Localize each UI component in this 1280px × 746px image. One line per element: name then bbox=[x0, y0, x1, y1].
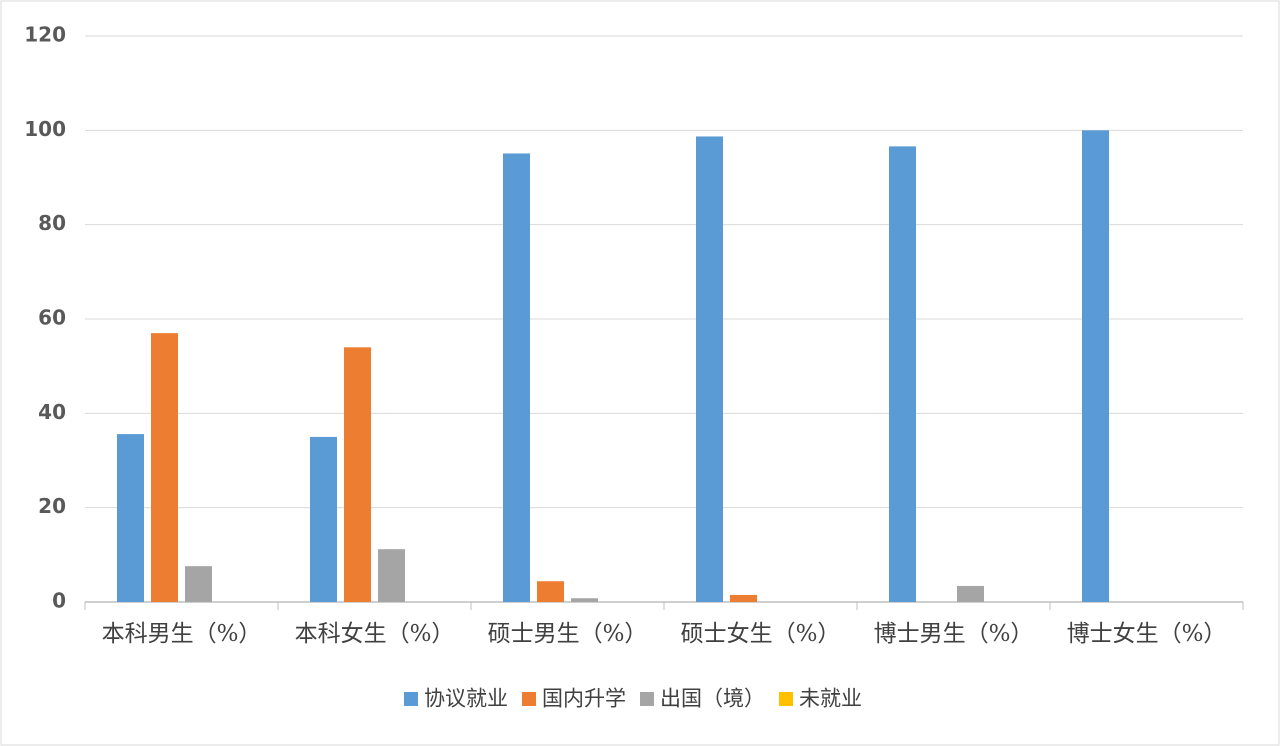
x-tick-label: 硕士女生（%） bbox=[681, 621, 841, 647]
legend-label: 国内升学 bbox=[542, 687, 626, 711]
x-tick-label: 本科男生（%） bbox=[102, 621, 262, 647]
bar bbox=[537, 581, 564, 602]
legend-swatch bbox=[404, 692, 418, 706]
bar bbox=[185, 566, 212, 602]
legend-label: 未就业 bbox=[799, 687, 862, 711]
y-tick-label: 40 bbox=[38, 400, 66, 424]
y-tick-label: 80 bbox=[38, 211, 66, 235]
bar bbox=[310, 436, 337, 602]
bar bbox=[1082, 130, 1109, 603]
y-tick-label: 60 bbox=[38, 306, 66, 330]
legend-label: 出国（境） bbox=[660, 687, 765, 711]
bar bbox=[957, 585, 984, 602]
bar bbox=[151, 333, 178, 602]
y-tick-label: 100 bbox=[24, 117, 66, 141]
bar bbox=[730, 594, 757, 602]
x-tick-label: 本科女生（%） bbox=[295, 621, 455, 647]
legend-swatch bbox=[779, 692, 793, 706]
x-tick-label: 博士女生（%） bbox=[1067, 621, 1227, 647]
bar bbox=[117, 434, 144, 602]
legend-swatch bbox=[640, 692, 654, 706]
y-tick-label: 0 bbox=[52, 589, 66, 613]
bar bbox=[503, 153, 530, 602]
x-tick-label: 博士男生（%） bbox=[874, 621, 1034, 647]
bar bbox=[696, 136, 723, 602]
y-tick-label: 120 bbox=[24, 23, 66, 47]
legend-swatch bbox=[522, 692, 536, 706]
bar bbox=[889, 146, 916, 602]
legend-label: 协议就业 bbox=[424, 687, 508, 711]
bar bbox=[344, 347, 371, 602]
bar bbox=[571, 598, 598, 602]
x-tick-label: 硕士男生（%） bbox=[488, 621, 648, 647]
bar bbox=[378, 549, 405, 602]
y-tick-label: 20 bbox=[38, 494, 66, 518]
